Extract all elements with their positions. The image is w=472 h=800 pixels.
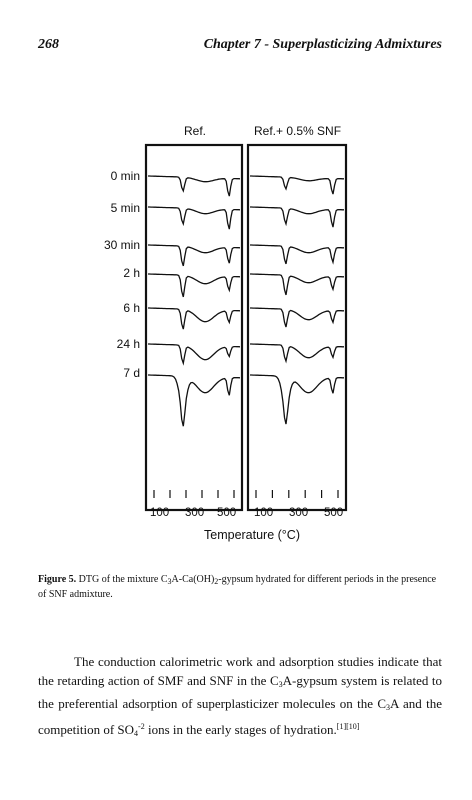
panel-label-snf: Ref.+ 0.5% SNF (254, 124, 342, 138)
tick-label-snf-300: 300 (289, 507, 309, 519)
body-text-1: The conduction calorimetric work and ads… (38, 654, 442, 688)
caption-text-3: -gypsum hydrated for different periods i… (38, 574, 437, 600)
row-label-24h: 24 h (116, 337, 140, 351)
row-label-30min: 30 min (103, 238, 140, 252)
curves-ref (148, 175, 241, 427)
dtg-curve-ref-0min (148, 175, 241, 197)
dtg-curve-snf-2h (250, 273, 344, 296)
panel-frame-snf (246, 143, 348, 512)
dtg-curve-snf-0min (250, 175, 344, 195)
dtg-plot (144, 143, 348, 512)
dtg-curve-ref-6h (148, 307, 241, 330)
dtg-curve-snf-30min (250, 244, 344, 265)
tick-label-snf-100: 100 (254, 507, 274, 519)
x-ticks (153, 490, 339, 498)
body-sub-2: 3 (386, 703, 391, 712)
body-sup-1: -2 (138, 722, 145, 731)
row-label-5min: 5 min (110, 201, 140, 215)
dtg-curve-ref-30min (148, 244, 241, 267)
dtg-curve-ref-5min (148, 206, 241, 230)
dtg-curve-ref-2h (148, 273, 241, 298)
page-number: 268 (38, 37, 59, 52)
body-text-3: A and the competition of SO (38, 696, 443, 737)
tick-label-snf-500: 500 (324, 507, 344, 519)
dtg-curve-snf-24h (250, 343, 344, 364)
tick-label-ref-300: 300 (185, 507, 205, 519)
body-sub-1: 3 (278, 680, 283, 689)
dtg-curve-snf-6h (250, 307, 344, 328)
dtg-figure: Ref. Ref.+ 0.5% SNF 0 min 5 min 30 min 2… (96, 118, 366, 558)
panel-label-ref: Ref. (184, 124, 207, 138)
chapter-title: Chapter 7 - Superplasticizing Admixtures (203, 37, 442, 52)
body-text-4: ions in the early stages of hydration. (144, 722, 337, 737)
row-label-7d: 7 d (123, 366, 140, 380)
caption-text-2: A-Ca(OH) (171, 574, 215, 585)
row-label-2h: 2 h (123, 266, 140, 280)
caption-sub-2: 2 (214, 577, 219, 586)
figure-caption: Figure 5. DTG of the mixture C3A-Ca(OH)2… (38, 573, 442, 601)
caption-sub-1: 3 (167, 577, 172, 586)
dtg-curve-snf-5min (250, 206, 344, 228)
citation-ref: [1][10] (336, 722, 360, 731)
caption-text-1: DTG of the mixture C (76, 574, 168, 585)
panel-frame-ref (144, 143, 244, 512)
caption-figure-label: Figure 5. (38, 574, 77, 585)
row-label-6h: 6 h (123, 301, 140, 315)
dtg-curve-snf-7d (250, 374, 344, 425)
body-text-2: A-gypsum system is related to the prefer… (38, 673, 442, 711)
dtg-curve-ref-7d (148, 374, 241, 427)
tick-label-ref-500: 500 (217, 507, 237, 519)
tick-label-ref-100: 100 (150, 507, 170, 519)
row-label-0min: 0 min (110, 169, 140, 183)
dtg-curve-ref-24h (148, 343, 241, 366)
running-head: 268 Chapter 7 - Superplasticizing Admixt… (38, 37, 442, 57)
body-paragraph: The conduction calorimetric work and ads… (38, 652, 442, 743)
body-sub-3: 4 (134, 729, 139, 738)
curves-snf (250, 175, 344, 425)
x-axis-title: Temperature (°C) (204, 528, 300, 542)
